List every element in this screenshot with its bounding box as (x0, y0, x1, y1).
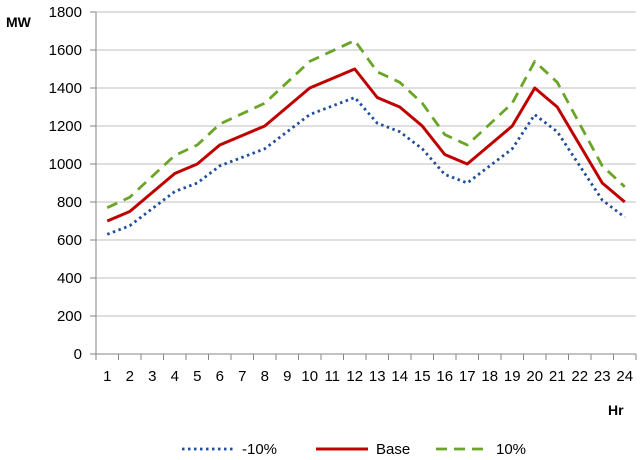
x-tick-label: 10 (301, 368, 318, 385)
y-tick-label: 1200 (49, 118, 82, 135)
legend-label: 10% (496, 441, 526, 458)
x-axis-title: Hr (608, 402, 624, 418)
series-line-10% (106, 39, 626, 209)
x-tick-label: 16 (436, 368, 453, 385)
x-tick-label: 13 (369, 368, 386, 385)
x-tick-label: 7 (238, 368, 246, 385)
x-tick-label: 15 (414, 368, 431, 385)
x-tick-label: 11 (324, 368, 340, 385)
x-tick-labels: 1 2 3 4 5 6 7 8 9 10 11 12 13 14 15 16 17 18 19 20 21 22 23 24 (103, 368, 633, 385)
y-tick-label: 800 (57, 194, 82, 211)
x-tick-label: 8 (261, 368, 269, 385)
x-tick-label: 3 (148, 368, 156, 385)
legend-label: Base (376, 441, 410, 458)
y-tick-label: 1400 (49, 80, 82, 97)
x-tick-label: 9 (283, 368, 291, 385)
x-tick-label: 12 (346, 368, 363, 385)
y-tick-label: 400 (57, 270, 82, 287)
axes (90, 11, 637, 360)
x-tick-label: 22 (571, 368, 588, 385)
x-tick-label: 1 (103, 368, 111, 385)
x-tick-label: 23 (594, 368, 611, 385)
y-tick-label: 0 (74, 346, 82, 363)
x-tick-label: 20 (526, 368, 543, 385)
x-tick-label: 24 (616, 368, 633, 385)
x-tick-label: 19 (504, 368, 521, 385)
legend: -10% Base 10% (182, 441, 526, 458)
x-tick-label: 17 (459, 368, 476, 385)
series-line-Base (106, 67, 626, 223)
legend-label: -10% (242, 441, 277, 458)
x-tick-label: 4 (171, 368, 179, 385)
y-axis-title: MW (6, 14, 32, 30)
y-tick-label: 600 (57, 232, 82, 249)
gridlines (96, 11, 636, 317)
x-tick-label: 6 (216, 368, 224, 385)
y-tick-label: 1000 (49, 156, 82, 173)
x-tick-label: 21 (549, 368, 566, 385)
series-lines (106, 39, 626, 236)
y-tick-label: 200 (57, 308, 82, 325)
x-tick-label: 14 (391, 368, 408, 385)
x-tick-label: 2 (126, 368, 134, 385)
x-tick-label: 5 (193, 368, 201, 385)
y-tick-label: 1800 (49, 4, 82, 21)
y-tick-labels: 0 200 400 600 800 1000 1200 1400 1600 1800 (49, 4, 82, 363)
series-line--10% (106, 96, 626, 236)
x-tick-label: 18 (481, 368, 498, 385)
y-tick-label: 1600 (49, 42, 82, 59)
